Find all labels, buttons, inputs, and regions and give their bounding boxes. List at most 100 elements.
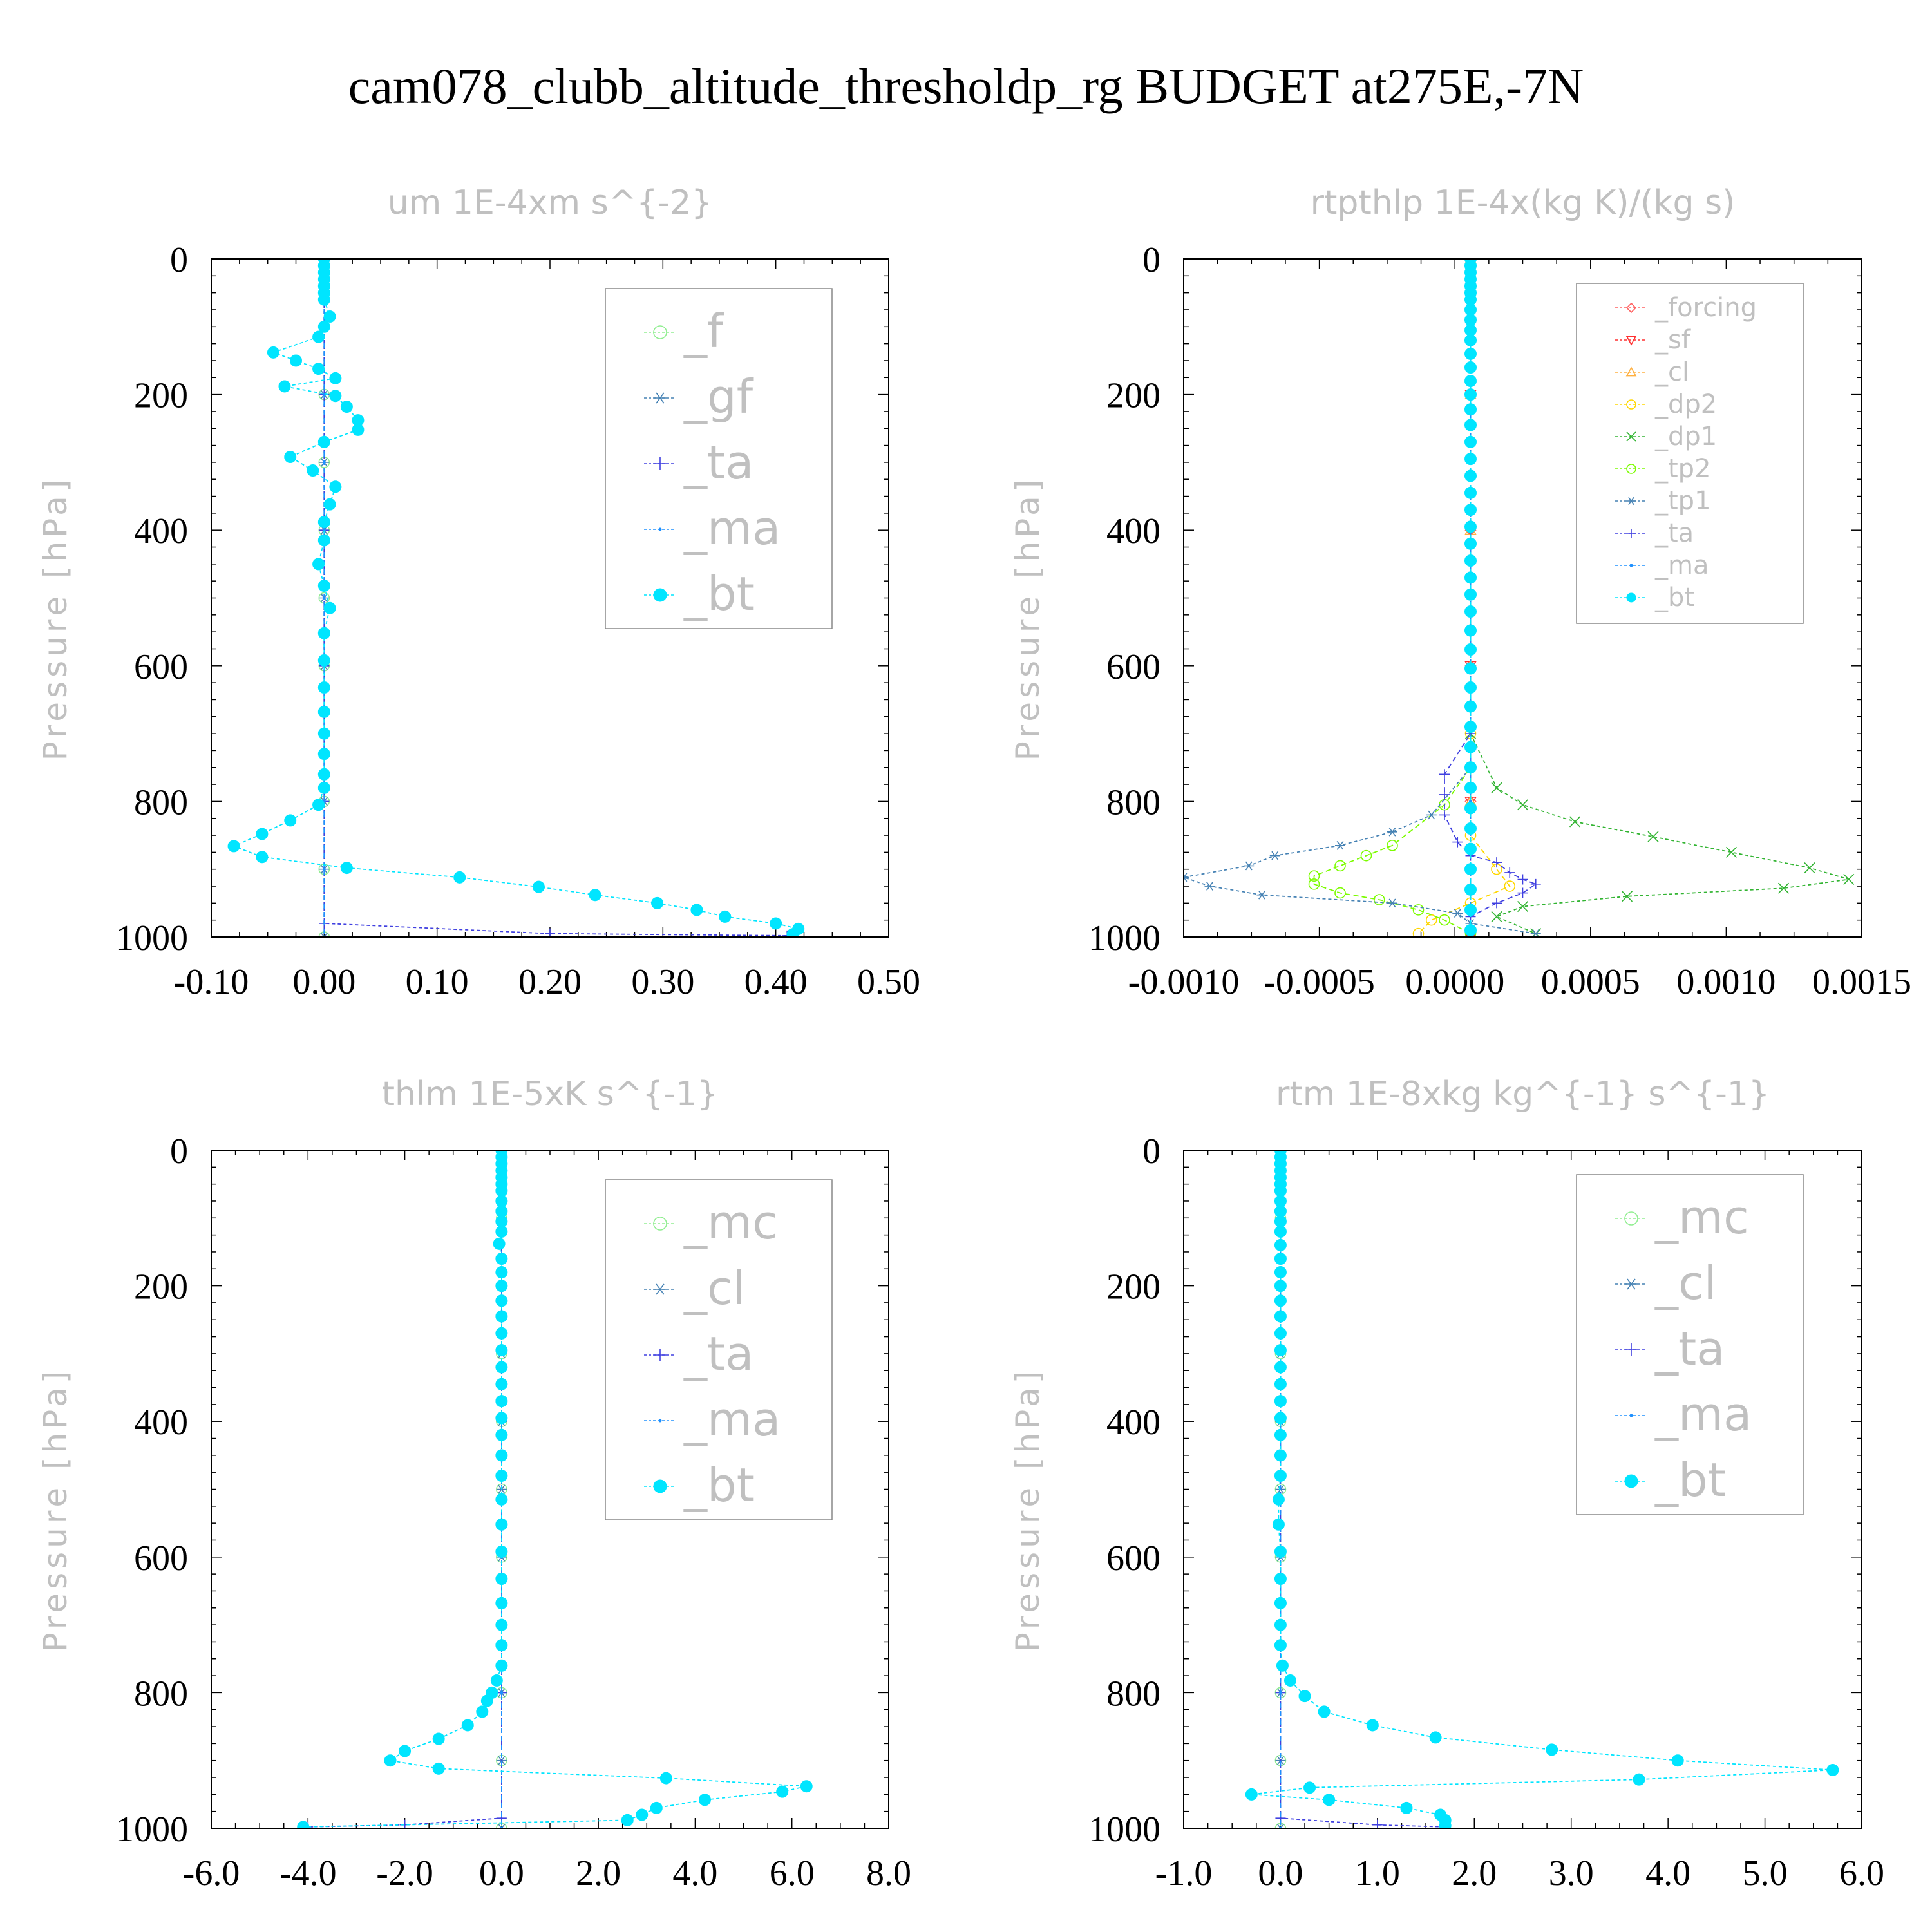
x-tick-label: 1.0 — [1355, 1853, 1400, 1893]
legend-marker — [1627, 497, 1636, 506]
legend-item-mc: _mc — [1615, 1190, 1749, 1244]
y-tick-label: 800 — [1106, 782, 1160, 822]
data-point — [1308, 878, 1320, 890]
legend-label: _cl — [683, 1261, 746, 1315]
data-point — [496, 1824, 507, 1828]
data-point — [1439, 789, 1450, 800]
y-tick-label: 0 — [1142, 1132, 1160, 1171]
data-point — [1274, 1225, 1287, 1238]
data-point — [1492, 898, 1502, 909]
data-point — [495, 1327, 508, 1340]
legend-marker — [1624, 1474, 1638, 1488]
data-point — [1400, 1801, 1413, 1814]
series-line — [1417, 259, 1511, 934]
data-point — [495, 1252, 508, 1265]
data-point — [323, 498, 336, 511]
data-point — [340, 862, 353, 875]
data-point — [1464, 923, 1477, 936]
data-point — [1387, 898, 1397, 908]
data-point — [1323, 1794, 1336, 1806]
data-point — [650, 1801, 663, 1814]
series-line — [1444, 259, 1537, 937]
legend-label: _ta — [683, 435, 753, 489]
data-point — [1274, 1639, 1287, 1652]
data-point — [1274, 1280, 1287, 1293]
legend-label: _gf — [683, 370, 754, 424]
y-tick-label: 600 — [1106, 1539, 1160, 1578]
data-point — [1274, 1361, 1287, 1374]
data-point — [312, 363, 325, 375]
x-tick-label: -6.0 — [183, 1853, 240, 1893]
legend-label: _bt — [1654, 583, 1694, 612]
legend-marker — [654, 392, 667, 404]
data-point — [1387, 840, 1398, 851]
data-point — [1647, 831, 1659, 842]
data-point — [1464, 361, 1477, 374]
data-point — [1298, 1690, 1311, 1703]
series-ta — [303, 1150, 507, 1828]
data-point — [317, 748, 330, 761]
data-point — [495, 1596, 508, 1609]
legend-marker — [1625, 1278, 1638, 1290]
y-tick-label: 600 — [134, 1539, 188, 1578]
legend: _f _gf _ta _ma _bt — [605, 288, 833, 629]
y-tick-label: 600 — [1106, 647, 1160, 687]
series-bt — [297, 1150, 813, 1828]
data-point — [1274, 1344, 1287, 1357]
legend-label: _ma — [683, 1392, 781, 1446]
legend-item-cl: _cl — [644, 1261, 746, 1315]
data-point — [1464, 334, 1477, 346]
x-tick-label: 0.0 — [479, 1853, 524, 1893]
data-point — [1334, 860, 1346, 872]
legend-label: _mc — [1654, 1190, 1749, 1244]
series-group — [297, 1150, 813, 1828]
data-point — [1725, 846, 1738, 858]
data-point — [1464, 486, 1477, 499]
legend-label: _ta — [1654, 1321, 1725, 1376]
y-tick-label: 0 — [170, 1132, 188, 1171]
legend-label: _dp1 — [1654, 422, 1717, 451]
data-point — [319, 933, 330, 937]
x-tick-label: -0.0010 — [1128, 962, 1240, 1002]
data-point — [1274, 1428, 1287, 1441]
y-tick-label: 1000 — [1088, 1810, 1160, 1850]
data-point — [495, 1639, 508, 1652]
legend: _mc _cl _ta _ma _bt — [1576, 1174, 1804, 1515]
data-point — [1464, 435, 1477, 448]
data-point — [719, 910, 732, 923]
legend-marker — [658, 527, 662, 531]
legend-item-cl: _cl — [1615, 357, 1689, 387]
data-point — [1464, 605, 1477, 618]
chart-panel-4: rtm 1E-8xkg kg^{-1} s^{-1} Pressure [hPa]… — [1009, 1075, 1884, 1893]
data-point — [621, 1814, 634, 1826]
data-point — [1464, 419, 1477, 431]
data-point — [1278, 1690, 1282, 1694]
data-point — [322, 460, 326, 464]
data-point — [1491, 911, 1502, 922]
data-point — [1826, 1763, 1839, 1776]
data-point — [1425, 914, 1437, 926]
data-point — [698, 1794, 711, 1806]
data-point — [1272, 1493, 1285, 1506]
data-point — [1318, 1705, 1331, 1718]
data-point — [1546, 1743, 1558, 1756]
data-point — [329, 480, 342, 493]
legend-marker — [653, 1217, 667, 1231]
data-point — [323, 601, 336, 614]
legend-marker — [1624, 1211, 1638, 1226]
data-point — [495, 1412, 508, 1425]
data-point — [1274, 1572, 1287, 1585]
data-point — [1283, 1674, 1296, 1687]
legend-item-bt: _bt — [644, 567, 755, 621]
data-point — [1372, 1819, 1383, 1828]
data-point — [495, 1545, 508, 1558]
legend-marker — [654, 457, 667, 470]
legend-box — [605, 1179, 833, 1520]
legend-item-dp1: _dp1 — [1615, 422, 1717, 451]
x-tick-label: 0.0005 — [1541, 962, 1640, 1002]
legend-label: _ma — [1654, 1387, 1752, 1441]
x-tick-label: 0.0 — [1258, 1853, 1303, 1893]
data-point — [1274, 1266, 1287, 1279]
data-point — [490, 1674, 503, 1687]
y-tick-label: 1000 — [1088, 918, 1160, 958]
